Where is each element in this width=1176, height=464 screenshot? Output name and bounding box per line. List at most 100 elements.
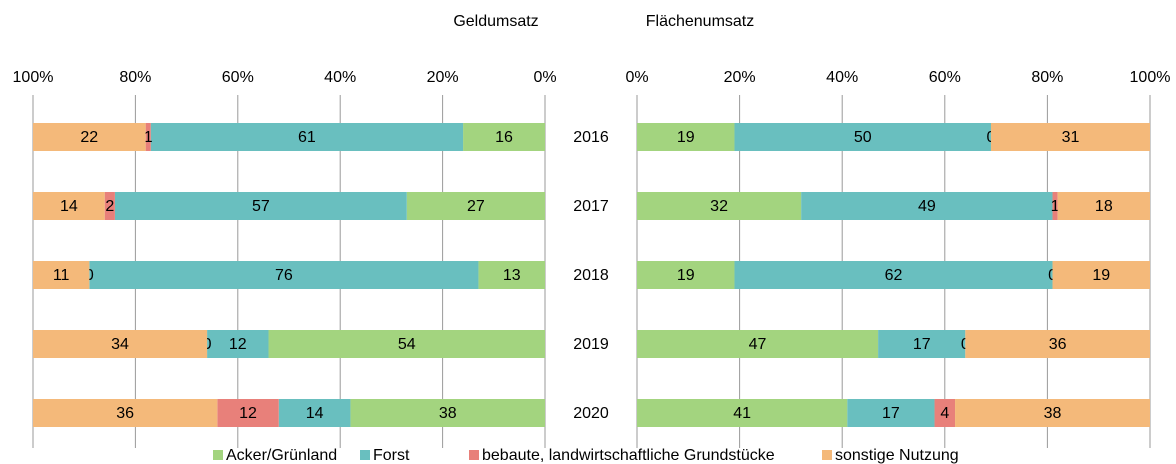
data-label: 32 xyxy=(710,198,728,215)
bar-segment xyxy=(217,399,279,427)
data-label: 19 xyxy=(1092,267,1110,284)
bar-segment xyxy=(33,399,218,427)
data-label: 61 xyxy=(298,129,316,146)
bar-segment xyxy=(33,330,208,358)
bar-segment xyxy=(847,399,935,427)
data-label: 34 xyxy=(111,336,129,353)
data-label: 36 xyxy=(1049,336,1067,353)
data-label: 16 xyxy=(495,129,513,146)
data-label: 54 xyxy=(398,336,416,353)
bar-segment xyxy=(637,123,735,151)
bar-segment xyxy=(145,123,151,151)
bar-segment xyxy=(150,123,464,151)
x-tick-label: 100% xyxy=(13,69,54,86)
y-tick-label: 2016 xyxy=(573,129,609,146)
bar-segment xyxy=(278,399,351,427)
data-label: 50 xyxy=(854,129,872,146)
data-label: 11 xyxy=(53,267,70,284)
bar-segment xyxy=(965,330,1150,358)
bar-segment xyxy=(33,123,146,151)
data-label: 62 xyxy=(885,267,903,284)
data-label: 31 xyxy=(1062,129,1080,146)
legend-swatch xyxy=(469,450,479,460)
data-label: 38 xyxy=(1044,405,1062,422)
bar-segment xyxy=(1052,261,1150,289)
x-tick-label: 80% xyxy=(1031,69,1063,86)
bar-segment xyxy=(990,123,1150,151)
x-tick-label: 60% xyxy=(222,69,254,86)
bar-segment xyxy=(637,192,802,220)
chart-title: Geldumsatz xyxy=(453,13,538,30)
bar-segment xyxy=(406,192,545,220)
legend-label: Forst xyxy=(373,447,410,464)
bar-segment xyxy=(89,261,479,289)
bar-segment xyxy=(878,330,966,358)
data-label: 17 xyxy=(913,336,931,353)
data-label: 2 xyxy=(105,198,114,215)
data-label: 49 xyxy=(918,198,936,215)
bar-segment xyxy=(801,192,1053,220)
y-tick-label: 2020 xyxy=(573,405,609,422)
bar-segment xyxy=(104,192,115,220)
data-label: 38 xyxy=(439,405,457,422)
x-tick-label: 0% xyxy=(625,69,648,86)
legend-swatch xyxy=(360,450,370,460)
bar-segment xyxy=(463,123,545,151)
data-label: 41 xyxy=(733,405,751,422)
bar-segment xyxy=(637,399,848,427)
x-tick-label: 0% xyxy=(533,69,556,86)
data-label: 1 xyxy=(144,129,153,146)
y-tick-label: 2019 xyxy=(573,336,609,353)
bar-segment xyxy=(637,261,735,289)
data-label: 27 xyxy=(467,198,485,215)
data-label: 22 xyxy=(80,129,98,146)
legend-swatch xyxy=(213,450,223,460)
data-label: 12 xyxy=(239,405,257,422)
data-label: 14 xyxy=(60,198,78,215)
bar-segment xyxy=(955,399,1150,427)
data-label: 17 xyxy=(882,405,900,422)
y-tick-label: 2017 xyxy=(573,198,609,215)
bar-segment xyxy=(734,261,1053,289)
x-tick-label: 20% xyxy=(427,69,459,86)
x-tick-label: 40% xyxy=(324,69,356,86)
legend-swatch xyxy=(822,450,832,460)
bar-segment xyxy=(637,330,879,358)
data-label: 47 xyxy=(749,336,767,353)
legend-label: sonstige Nutzung xyxy=(835,447,959,464)
bar-segment xyxy=(207,330,269,358)
bar-segment xyxy=(478,261,545,289)
data-label: 14 xyxy=(306,405,324,422)
chart-title: Flächenumsatz xyxy=(646,13,755,30)
data-label: 4 xyxy=(940,405,949,422)
bar-segment xyxy=(734,123,991,151)
bar-segment xyxy=(1052,192,1058,220)
data-label: 76 xyxy=(275,267,293,284)
x-tick-label: 80% xyxy=(119,69,151,86)
bar-segment xyxy=(934,399,956,427)
x-tick-label: 100% xyxy=(1130,69,1171,86)
data-label: 57 xyxy=(252,198,270,215)
data-label: 36 xyxy=(116,405,134,422)
data-label: 0 xyxy=(85,267,94,284)
bar-segment xyxy=(350,399,545,427)
bar-segment xyxy=(33,192,105,220)
data-label: 18 xyxy=(1095,198,1113,215)
x-tick-label: 60% xyxy=(929,69,961,86)
legend-label: bebaute, landwirtschaftliche Grundstücke xyxy=(482,447,775,464)
x-tick-label: 20% xyxy=(724,69,756,86)
bar-segment xyxy=(33,261,90,289)
x-tick-label: 40% xyxy=(826,69,858,86)
data-label: 12 xyxy=(229,336,247,353)
bar-segment xyxy=(114,192,407,220)
data-label: 19 xyxy=(677,129,695,146)
y-tick-label: 2018 xyxy=(573,267,609,284)
data-label: 13 xyxy=(503,267,521,284)
data-label: 0 xyxy=(203,336,212,353)
bar-segment xyxy=(268,330,545,358)
data-label: 1 xyxy=(1051,198,1060,215)
data-label: 19 xyxy=(677,267,695,284)
legend-label: Acker/Grünland xyxy=(226,447,337,464)
bar-segment xyxy=(1057,192,1150,220)
